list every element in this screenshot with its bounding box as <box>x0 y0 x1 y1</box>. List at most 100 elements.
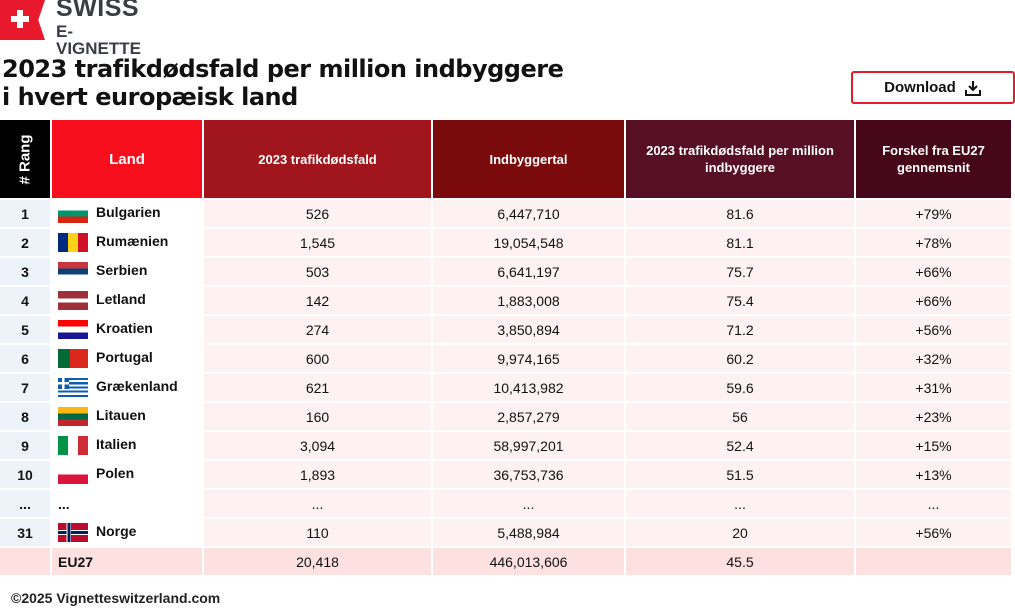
population-cell: 58,997,201 <box>433 432 625 461</box>
header-per-million[interactable]: 2023 trafikdødsfald per million indbygge… <box>626 120 855 200</box>
country-name: Norge <box>96 523 137 540</box>
diff-cell: +23% <box>856 403 1011 432</box>
population-cell: 36,753,736 <box>433 461 625 490</box>
italy-flag-icon <box>58 436 89 455</box>
population-cell: ... <box>433 490 625 519</box>
header-rank[interactable]: # Rang <box>0 120 51 200</box>
deaths-cell: 503 <box>204 258 432 287</box>
rank-cell: 5 <box>0 316 51 345</box>
swiss-flag-icon <box>0 0 45 40</box>
brand-line2: E-VIGNETTE <box>56 22 142 58</box>
deaths-cell: 20,418 <box>204 548 432 577</box>
table-row: 4 Letland 142 1,883,008 75.4 +66% <box>0 287 1011 316</box>
population-cell: 5,488,984 <box>433 519 625 548</box>
country-name: Rumænien <box>96 233 169 250</box>
table-row: 31 Norge 110 5,488,984 20 +56% <box>0 519 1011 548</box>
country-cell: ... <box>52 490 203 519</box>
country-name: Litauen <box>96 407 146 424</box>
deaths-cell: 160 <box>204 403 432 432</box>
population-cell: 9,974,165 <box>433 345 625 374</box>
population-cell: 1,883,008 <box>433 287 625 316</box>
table-row: 6 Portugal 600 9,974,165 60.2 +32% <box>0 345 1011 374</box>
rank-cell: ... <box>0 490 51 519</box>
latvia-flag-icon <box>58 291 89 310</box>
rank-cell: 9 <box>0 432 51 461</box>
per-million-cell: 20 <box>626 519 855 548</box>
rank-cell: 31 <box>0 519 51 548</box>
population-cell: 6,641,197 <box>433 258 625 287</box>
diff-cell: +31% <box>856 374 1011 403</box>
country-cell: Polen <box>52 461 203 490</box>
population-cell: 19,054,548 <box>433 229 625 258</box>
per-million-cell: 75.7 <box>626 258 855 287</box>
per-million-cell: 60.2 <box>626 345 855 374</box>
table-row: 10 Polen 1,893 36,753,736 51.5 +13% <box>0 461 1011 490</box>
bulgaria-flag-icon <box>58 204 89 223</box>
table-row: 2 Rumænien 1,545 19,054,548 81.1 +78% <box>0 229 1011 258</box>
diff-cell: +56% <box>856 316 1011 345</box>
per-million-cell: ... <box>626 490 855 519</box>
rank-cell: 3 <box>0 258 51 287</box>
download-button[interactable]: Download <box>851 71 1015 104</box>
population-cell: 10,413,982 <box>433 374 625 403</box>
country-cell: EU27 <box>52 548 203 577</box>
total-row: EU27 20,418 446,013,606 45.5 <box>0 548 1011 577</box>
population-cell: 6,447,710 <box>433 200 625 229</box>
header-land[interactable]: Land <box>52 120 203 200</box>
brand-logo: SWISS E-VIGNETTE <box>0 0 141 57</box>
population-cell: 446,013,606 <box>433 548 625 577</box>
greece-flag-icon <box>58 378 89 397</box>
country-name: ... <box>58 495 70 512</box>
per-million-cell: 81.6 <box>626 200 855 229</box>
table-row: 7 Grækenland 621 10,413,982 59.6 +31% <box>0 374 1011 403</box>
diff-cell: +78% <box>856 229 1011 258</box>
per-million-cell: 56 <box>626 403 855 432</box>
table-row: 9 Italien 3,094 58,997,201 52.4 +15% <box>0 432 1011 461</box>
diff-cell: +66% <box>856 287 1011 316</box>
country-name: Kroatien <box>96 320 153 337</box>
deaths-cell: ... <box>204 490 432 519</box>
table-row: 8 Litauen 160 2,857,279 56 +23% <box>0 403 1011 432</box>
deaths-cell: 526 <box>204 200 432 229</box>
croatia-flag-icon <box>58 320 89 339</box>
header-diff[interactable]: Forskel fra EU27 gennemsnit <box>856 120 1011 200</box>
country-name: Portugal <box>96 349 153 366</box>
diff-cell: +66% <box>856 258 1011 287</box>
header-deaths[interactable]: 2023 trafikdødsfald <box>204 120 432 200</box>
deaths-cell: 621 <box>204 374 432 403</box>
country-name: Serbien <box>96 262 148 279</box>
portugal-flag-icon <box>58 349 89 368</box>
country-name: Polen <box>96 465 135 482</box>
header-population[interactable]: Indbyggertal <box>433 120 625 200</box>
deaths-cell: 600 <box>204 345 432 374</box>
diff-cell: +13% <box>856 461 1011 490</box>
per-million-cell: 75.4 <box>626 287 855 316</box>
table-row: .................. <box>0 490 1011 519</box>
country-cell: Serbien <box>52 258 203 287</box>
deaths-cell: 142 <box>204 287 432 316</box>
lithuania-flag-icon <box>58 407 89 426</box>
country-name: EU27 <box>58 553 94 570</box>
title-line1: 2023 trafikdødsfald per million indbygge… <box>2 55 564 83</box>
country-cell: Norge <box>52 519 203 548</box>
rank-cell: 4 <box>0 287 51 316</box>
per-million-cell: 71.2 <box>626 316 855 345</box>
serbia-flag-icon <box>58 262 89 281</box>
poland-flag-icon <box>58 465 89 484</box>
romania-flag-icon <box>58 233 89 252</box>
population-cell: 2,857,279 <box>433 403 625 432</box>
diff-cell: ... <box>856 490 1011 519</box>
deaths-cell: 3,094 <box>204 432 432 461</box>
title-line2: i hvert europæisk land <box>2 83 298 111</box>
per-million-cell: 52.4 <box>626 432 855 461</box>
deaths-cell: 1,893 <box>204 461 432 490</box>
diff-cell: +32% <box>856 345 1011 374</box>
country-cell: Rumænien <box>52 229 203 258</box>
per-million-cell: 81.1 <box>626 229 855 258</box>
rank-cell: 8 <box>0 403 51 432</box>
country-cell: Portugal <box>52 345 203 374</box>
country-name: Bulgarien <box>96 204 161 221</box>
country-name: Italien <box>96 436 137 453</box>
download-icon <box>964 80 981 96</box>
rank-cell: 10 <box>0 461 51 490</box>
